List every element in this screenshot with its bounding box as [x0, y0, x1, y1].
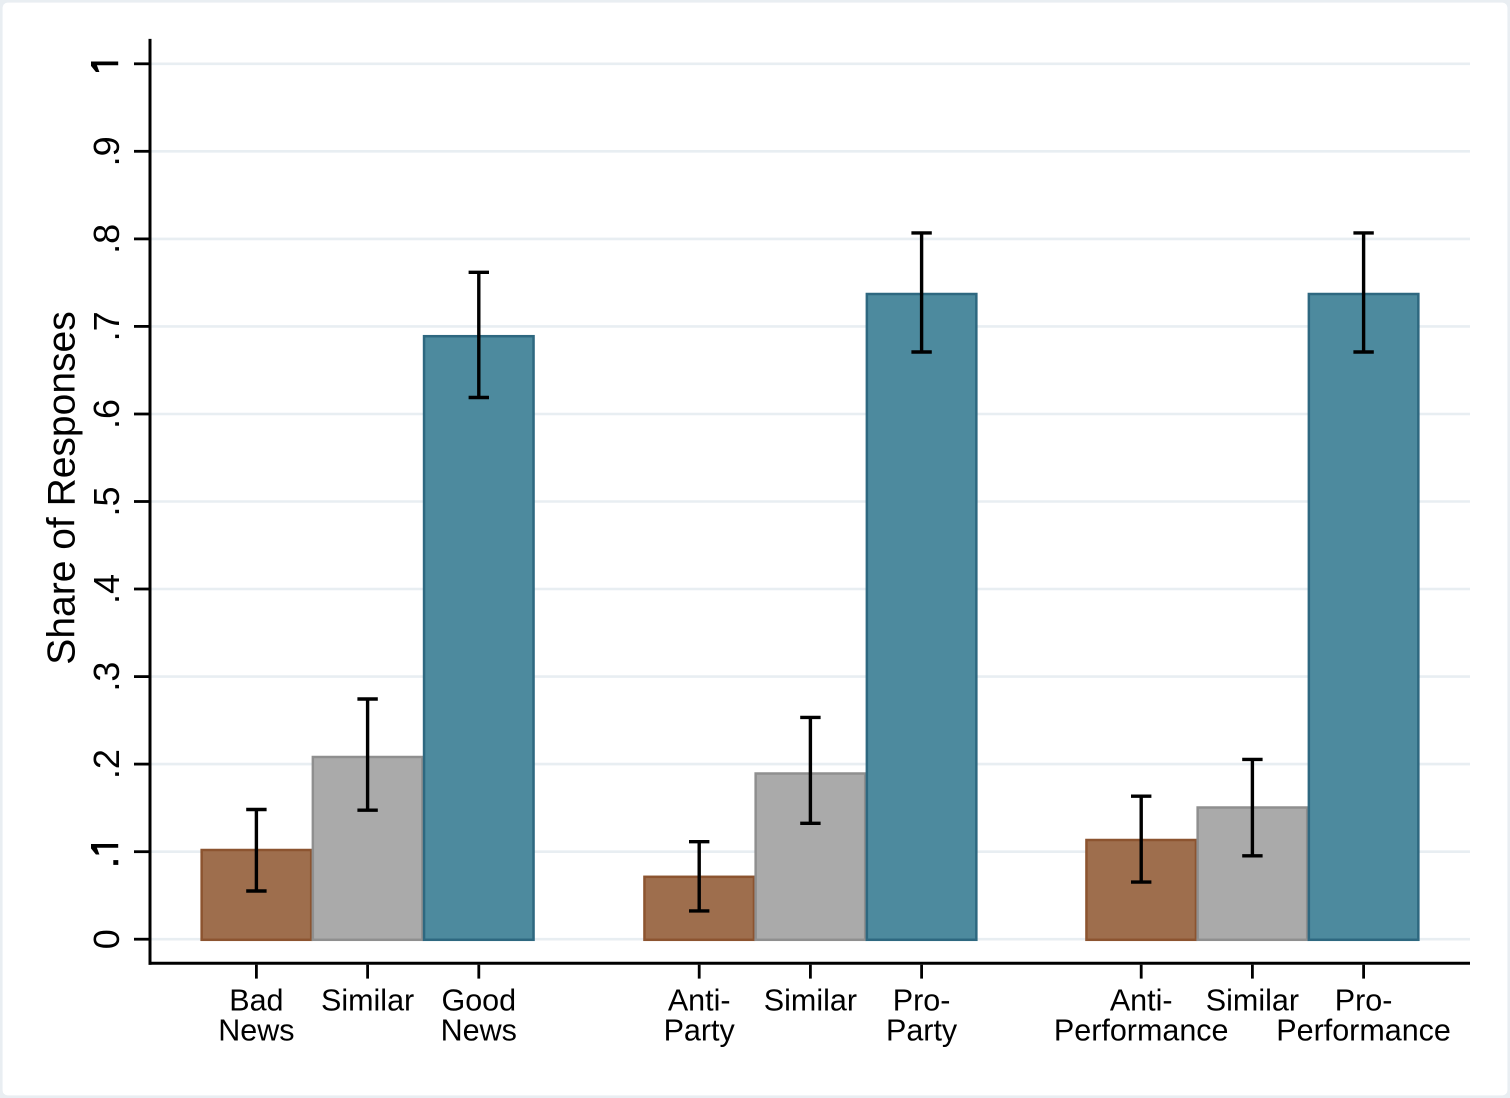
svg-text:.6: .6 — [86, 399, 127, 429]
svg-text:News: News — [218, 1014, 294, 1048]
svg-text:.4: .4 — [86, 574, 127, 604]
svg-text:Performance: Performance — [1054, 1014, 1229, 1048]
svg-text:Party: Party — [886, 1014, 958, 1048]
svg-text:News: News — [441, 1014, 517, 1048]
svg-text:Good: Good — [441, 984, 516, 1018]
svg-text:.2: .2 — [86, 749, 127, 779]
svg-text:Similar: Similar — [1206, 984, 1299, 1018]
svg-text:.7: .7 — [86, 311, 127, 341]
svg-text:Performance: Performance — [1276, 1014, 1451, 1048]
svg-text:Similar: Similar — [321, 984, 414, 1018]
svg-text:Party: Party — [664, 1014, 736, 1048]
svg-text:Bad: Bad — [229, 984, 283, 1018]
svg-text:Anti-: Anti- — [668, 984, 731, 1018]
svg-text:Similar: Similar — [764, 984, 857, 1018]
svg-text:.3: .3 — [86, 662, 127, 692]
svg-text:Anti-: Anti- — [1110, 984, 1173, 1018]
svg-text:0: 0 — [86, 929, 127, 949]
svg-text:.8: .8 — [86, 224, 127, 254]
svg-text:.9: .9 — [86, 136, 127, 166]
svg-text:.5: .5 — [86, 486, 127, 516]
svg-text:Pro-: Pro- — [893, 984, 951, 1018]
svg-text:Pro-: Pro- — [1335, 984, 1393, 1018]
svg-text:Share of Responses: Share of Responses — [41, 311, 84, 664]
